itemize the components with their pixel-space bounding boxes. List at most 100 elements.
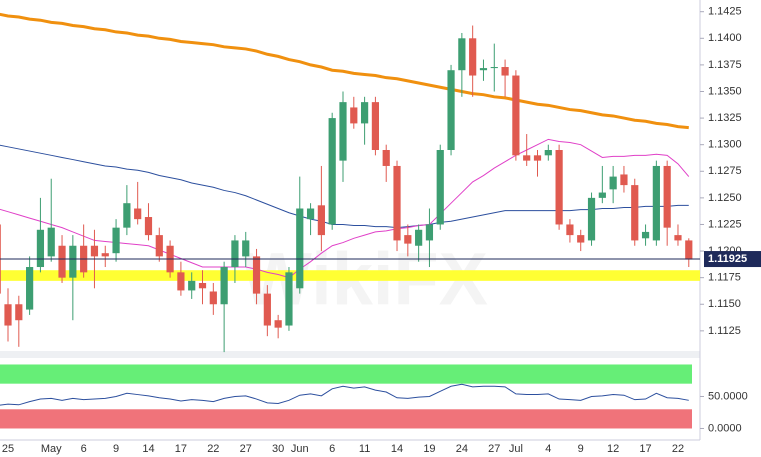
x-tick-label: 11 <box>359 443 370 455</box>
candle-body <box>425 224 434 241</box>
candle-body <box>685 240 693 260</box>
y-tick-label: 1.1225 <box>708 218 742 230</box>
y-tick-label: 1.1425 <box>708 6 742 18</box>
candle-body <box>263 293 271 326</box>
candle-body <box>587 197 596 241</box>
overbought-band <box>0 364 692 384</box>
last-price-box <box>704 251 761 268</box>
x-tick-label: Jul <box>509 443 523 455</box>
candle-body <box>231 240 239 268</box>
y-tick-label: 1.1150 <box>708 298 741 310</box>
x-tick-label: 24 <box>456 443 468 455</box>
x-tick-label: 6 <box>81 443 87 455</box>
x-tick-label: 6 <box>329 443 335 455</box>
y-tick-label: 50.0000 <box>708 390 748 402</box>
x-tick-label: 14 <box>391 443 403 455</box>
y-tick-label: 1.1350 <box>708 85 742 97</box>
x-tick-label: 25 <box>2 443 14 455</box>
x-tick-label: 14 <box>142 443 154 455</box>
candle-body <box>36 229 45 268</box>
candle-body <box>404 235 412 244</box>
candle-body <box>469 38 477 76</box>
candle-body <box>15 304 23 321</box>
candle-body <box>371 102 380 150</box>
candle-body <box>436 150 444 225</box>
y-tick-label: 1.1175 <box>708 272 741 284</box>
x-tick-label: 9 <box>578 443 584 455</box>
candle-body <box>47 227 55 257</box>
candle-body <box>198 282 207 289</box>
candle-body <box>393 165 401 241</box>
x-tick-label: May <box>41 443 62 455</box>
x-tick-label: 4 <box>545 443 551 455</box>
candle-body <box>479 68 488 71</box>
candle-body <box>631 185 639 241</box>
candle-body <box>144 217 153 236</box>
candle-body <box>285 272 293 326</box>
candle-body <box>609 176 617 190</box>
candle-body <box>490 67 498 69</box>
panel-separator <box>0 351 700 358</box>
x-tick-label: 12 <box>607 443 619 455</box>
y-tick-label: 1.1125 <box>708 325 741 337</box>
candle-body <box>555 150 563 225</box>
candle-body <box>674 235 682 241</box>
indicator-line <box>0 383 689 406</box>
x-tick-label: 17 <box>175 443 187 455</box>
y-tick-label: 0.0000 <box>708 422 742 434</box>
y-tick-label: 1.1375 <box>708 59 742 71</box>
candle-body <box>339 102 347 161</box>
candle-body <box>242 240 250 257</box>
candle-body <box>90 245 99 257</box>
candle-body <box>512 75 520 156</box>
candle-body <box>566 224 574 236</box>
candle-body <box>501 67 509 76</box>
x-tick-label: 22 <box>207 443 219 455</box>
candle-body <box>317 205 325 236</box>
candle-body <box>641 231 650 239</box>
candle-body <box>447 70 455 150</box>
y-tick-label: 1.1250 <box>708 192 742 204</box>
candle-body <box>252 256 261 294</box>
candle-body <box>177 272 185 291</box>
candle-body <box>134 208 142 220</box>
candle-body <box>598 192 606 198</box>
candle-body <box>523 155 531 161</box>
y-tick-label: 1.1300 <box>708 139 742 151</box>
y-tick-label: 1.1400 <box>708 32 742 44</box>
x-tick-label: 27 <box>240 443 252 455</box>
candle-body <box>26 267 34 310</box>
candle-body <box>101 253 109 257</box>
candle-body <box>112 227 120 254</box>
candle-body <box>620 174 628 186</box>
moving-average <box>0 144 689 229</box>
candle-body <box>361 102 369 124</box>
candle-body <box>350 107 358 124</box>
candle-body <box>188 280 196 291</box>
candle-body <box>328 118 336 225</box>
candle-body <box>652 165 660 241</box>
candle-body <box>4 304 12 326</box>
candle-body <box>306 208 315 220</box>
x-tick-label: 27 <box>488 443 500 455</box>
candle-body <box>663 165 671 228</box>
candle-body <box>577 235 585 243</box>
x-tick-label: Jun <box>291 443 309 455</box>
candle-body <box>69 245 77 278</box>
candle-body <box>58 245 66 278</box>
candle-body <box>458 38 466 71</box>
support-zone <box>0 270 700 281</box>
plot-area <box>0 12 700 429</box>
last-price-label: 1.11925 <box>708 253 747 265</box>
candle-body <box>209 291 217 305</box>
candle-body <box>274 320 282 328</box>
candle-body <box>415 229 423 246</box>
x-tick-label: 19 <box>423 443 435 455</box>
x-tick-label: 17 <box>639 443 651 455</box>
candle-body <box>296 208 304 289</box>
y-tick-label: 1.1275 <box>708 165 742 177</box>
y-tick-label: 1.1325 <box>708 112 742 124</box>
moving-average <box>0 12 689 130</box>
candle-body <box>382 150 390 166</box>
oversold-band <box>0 409 692 429</box>
